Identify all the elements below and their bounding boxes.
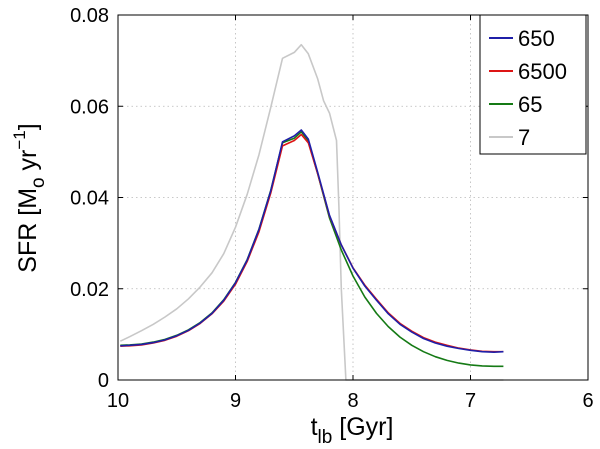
tick-labels: 10 9 8 7 6 0 0.02 0.04 0.06 0.08 <box>70 5 594 412</box>
legend-entries: 650 6500 65 7 <box>489 26 567 150</box>
x-axis-label: tlb [Gyr] <box>311 413 394 448</box>
legend-label-7: 7 <box>518 125 530 150</box>
series-line-650 <box>120 129 504 354</box>
legend-label-650: 650 <box>518 26 555 51</box>
y-axis-label: SFR [Mo yr−1] <box>10 123 49 272</box>
x-tick-label: 9 <box>230 390 241 412</box>
legend-label-6500: 6500 <box>518 59 567 84</box>
legend: 650 6500 65 7 <box>479 14 587 155</box>
x-tick-label: 6 <box>582 390 593 412</box>
y-tick-label: 0.04 <box>70 188 109 210</box>
axis-ticks <box>117 14 589 381</box>
y-tick-label: 0 <box>98 370 109 392</box>
legend-label-65: 65 <box>518 92 542 117</box>
series-lines <box>119 43 504 381</box>
y-tick-label: 0.02 <box>70 279 109 301</box>
x-tick-label: 7 <box>465 390 476 412</box>
x-tick-label: 10 <box>107 390 129 412</box>
y-tick-label: 0.08 <box>70 5 109 27</box>
y-tick-label: 0.06 <box>70 96 109 118</box>
x-tick-label: 8 <box>347 390 358 412</box>
